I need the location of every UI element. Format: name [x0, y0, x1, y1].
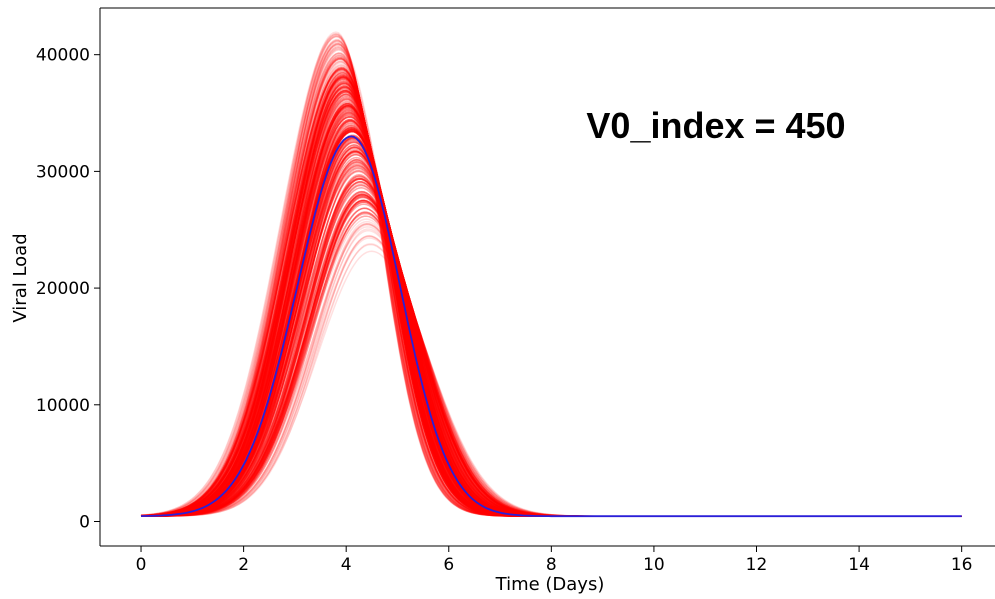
x-tick-label: 0	[136, 555, 147, 575]
x-tick-label: 8	[546, 555, 557, 575]
x-axis-label: Time (Days)	[495, 574, 605, 595]
x-tick-label: 16	[951, 555, 973, 575]
x-tick-label: 2	[238, 555, 249, 575]
y-ticks: 0 10000 20000 30000 40000	[36, 46, 100, 532]
y-axis-label: Viral Load	[10, 233, 31, 322]
x-tick-label: 14	[848, 555, 870, 575]
x-tick-label: 4	[341, 555, 352, 575]
x-tick-label: 6	[443, 555, 454, 575]
y-tick-label: 0	[79, 512, 90, 532]
y-tick-label: 10000	[36, 396, 90, 416]
x-tick-label: 10	[643, 555, 665, 575]
x-ticks: 0 2 4 6 8 10 12 14 16	[136, 546, 973, 575]
x-tick-label: 12	[746, 555, 768, 575]
mean-curve-layer	[140, 135, 962, 518]
axes	[99, 7, 995, 547]
y-tick-label: 30000	[36, 162, 90, 182]
y-tick-label: 20000	[36, 279, 90, 299]
y-tick-label: 40000	[36, 46, 90, 66]
mean-curve	[140, 135, 962, 518]
annotation-text: V0_index = 450	[586, 105, 845, 146]
